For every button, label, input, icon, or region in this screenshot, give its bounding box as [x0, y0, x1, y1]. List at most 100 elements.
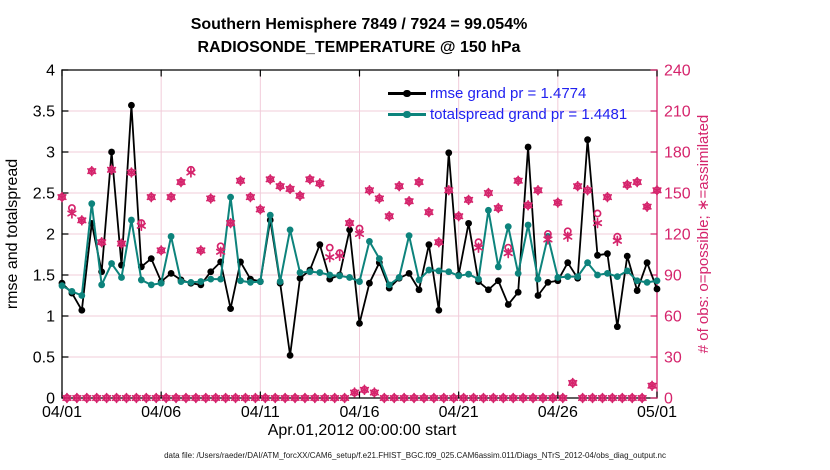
assimilated-obs-marker	[106, 166, 117, 173]
rmse-point	[524, 143, 532, 151]
totalspread-point	[276, 278, 284, 285]
left-tick-label: 1	[46, 309, 55, 326]
offsync-obs-asterisk	[458, 394, 469, 402]
offsync-obs-asterisk	[290, 394, 300, 402]
assimilated-obs-marker	[216, 248, 226, 255]
rmse-point	[128, 101, 135, 109]
offsync-obs-asterisk	[141, 394, 151, 402]
right-tick-label: 240	[664, 63, 691, 80]
totalspread-point	[445, 268, 453, 276]
assimilated-obs-marker	[136, 222, 146, 229]
left-tick-label: 4	[46, 63, 55, 80]
assimilated-obs-marker	[563, 233, 573, 240]
offsync-obs-asterisk	[508, 394, 518, 402]
left-tick-label: 1.5	[33, 268, 55, 285]
rmse-point	[108, 148, 115, 156]
data-file-path: data file: /Users/raeder/DAI/ATM_forcXX/…	[164, 451, 666, 460]
offsync-obs-asterisk	[171, 394, 181, 402]
rmse-point	[425, 241, 433, 249]
totalspread-point	[613, 273, 621, 281]
rmse-line-sample-icon	[388, 89, 426, 99]
assimilated-obs-marker	[374, 195, 384, 202]
offsync-obs-asterisk	[637, 394, 647, 402]
rmse-point	[564, 259, 572, 267]
offsync-obs-asterisk	[419, 394, 429, 402]
totalspread-point	[316, 269, 324, 276]
offsync-obs-asterisk	[518, 394, 528, 402]
offsync-obs-asterisk	[449, 394, 459, 402]
assimilated-obs-marker	[225, 220, 236, 227]
offsync-obs-asterisk	[330, 394, 340, 402]
rmse-point	[594, 251, 601, 259]
right-tick-label: 210	[664, 104, 691, 121]
legend-row-totalspread: totalspread grand pr = 1.4481	[388, 104, 627, 125]
rmse-point	[534, 292, 542, 299]
offsync-obs-asterisk	[250, 394, 261, 402]
totalspread-point	[594, 271, 601, 279]
rmse-point	[167, 269, 175, 277]
totalspread-point	[504, 223, 512, 231]
assimilated-obs-marker	[652, 187, 662, 194]
right-tick-label: 180	[664, 145, 691, 162]
totalspread-point	[68, 288, 76, 295]
totalspread-point	[604, 269, 611, 277]
totalspread-point	[128, 216, 135, 224]
assimilated-obs-marker	[186, 169, 196, 176]
assimilated-obs-marker	[156, 247, 166, 254]
totalspread-point	[554, 274, 562, 281]
totalspread-point	[475, 275, 482, 283]
rmse-point	[435, 306, 443, 314]
assimilated-obs-marker	[344, 220, 355, 227]
totalspread-point	[187, 278, 195, 286]
totalspread-point	[167, 233, 175, 240]
rmse-point	[643, 259, 651, 267]
offsync-obs-asterisk	[439, 394, 449, 402]
rmse-point	[356, 319, 363, 327]
totalspread-point	[435, 267, 443, 275]
assimilated-obs-marker	[87, 168, 97, 175]
assimilated-obs-marker	[592, 220, 603, 227]
offsync-obs-asterisk	[191, 394, 201, 402]
totalspread-point	[455, 272, 463, 280]
x-tick-label: 04/11	[241, 404, 280, 421]
assimilated-obs-marker	[404, 198, 414, 205]
offsync-obs-asterisk	[62, 394, 72, 402]
rmse-point	[445, 149, 453, 157]
assimilated-obs-marker	[632, 179, 642, 186]
assimilated-obs-marker	[57, 194, 67, 201]
totalspread-point	[494, 263, 502, 271]
legend-label-totalspread: totalspread grand pr = 1.4481	[430, 106, 628, 123]
rmse-point	[286, 351, 294, 359]
totalspread-point	[217, 275, 225, 283]
assimilated-obs-marker	[602, 194, 613, 201]
offsync-obs-asterisk	[211, 394, 221, 402]
assimilated-obs-marker	[166, 194, 176, 201]
totalspread-point	[207, 275, 215, 283]
totalspread-point	[147, 281, 155, 289]
assimilated-obs-marker	[116, 240, 127, 247]
plot-title-line2: RADIOSONDE_TEMPERATURE @ 150 hPa	[197, 39, 521, 56]
rmse-point	[366, 279, 373, 287]
left-tick-label: 2.5	[33, 186, 55, 203]
offsync-obs-asterisk	[558, 394, 568, 402]
totalspread-point	[237, 277, 244, 285]
assimilated-obs-marker	[335, 252, 345, 259]
assimilated-obs-marker	[414, 179, 424, 186]
assimilated-obs-marker	[523, 202, 533, 209]
offsync-obs-asterisk	[101, 394, 112, 402]
offsync-obs-asterisk	[528, 394, 538, 402]
left-tick-label: 2	[46, 227, 55, 244]
assimilated-obs-marker	[394, 183, 404, 190]
offsync-obs-asterisk	[161, 394, 171, 402]
x-tick-label: 04/06	[141, 404, 181, 421]
legend-label-rmse: rmse grand pr = 1.4774	[430, 85, 587, 102]
x-tick-label: 04/16	[339, 404, 379, 421]
offsync-obs-asterisk	[607, 394, 618, 402]
offsync-obs-asterisk	[577, 394, 588, 402]
offsync-obs-asterisk	[478, 394, 489, 402]
totalspread-point	[247, 278, 254, 286]
offsync-obs-asterisk	[498, 394, 508, 402]
totalspread-point	[197, 278, 205, 285]
assimilated-obs-marker	[97, 239, 107, 246]
